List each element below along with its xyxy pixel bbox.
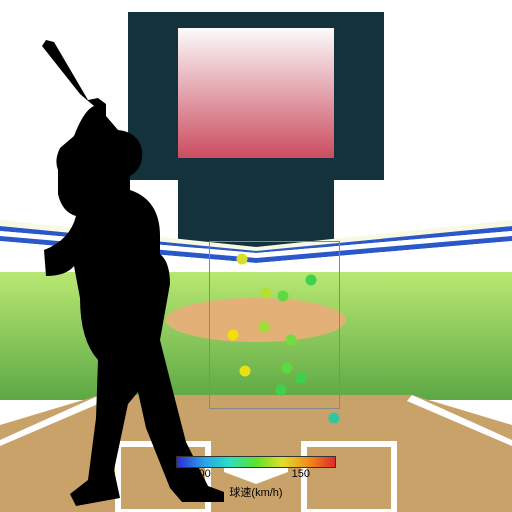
pitch-marker: [296, 373, 307, 384]
speed-legend: 100 150 球速(km/h): [176, 456, 336, 500]
legend-tick: 100: [192, 468, 210, 480]
pitch-marker: [276, 385, 287, 396]
pitch-marker: [278, 291, 289, 302]
legend-ticks: 100 150: [176, 468, 336, 484]
pitch-marker: [286, 335, 297, 346]
pitch-marker: [282, 363, 293, 374]
batter-silhouette: [10, 40, 260, 510]
pitch-marker: [261, 288, 272, 299]
pitch-location-chart: 100 150 球速(km/h): [0, 0, 512, 512]
legend-axis-label: 球速(km/h): [176, 484, 336, 500]
legend-tick: 150: [292, 468, 310, 480]
pitch-marker: [306, 275, 317, 286]
pitch-marker: [259, 322, 270, 333]
pitch-marker: [329, 413, 340, 424]
legend-colorbar: [176, 456, 336, 468]
